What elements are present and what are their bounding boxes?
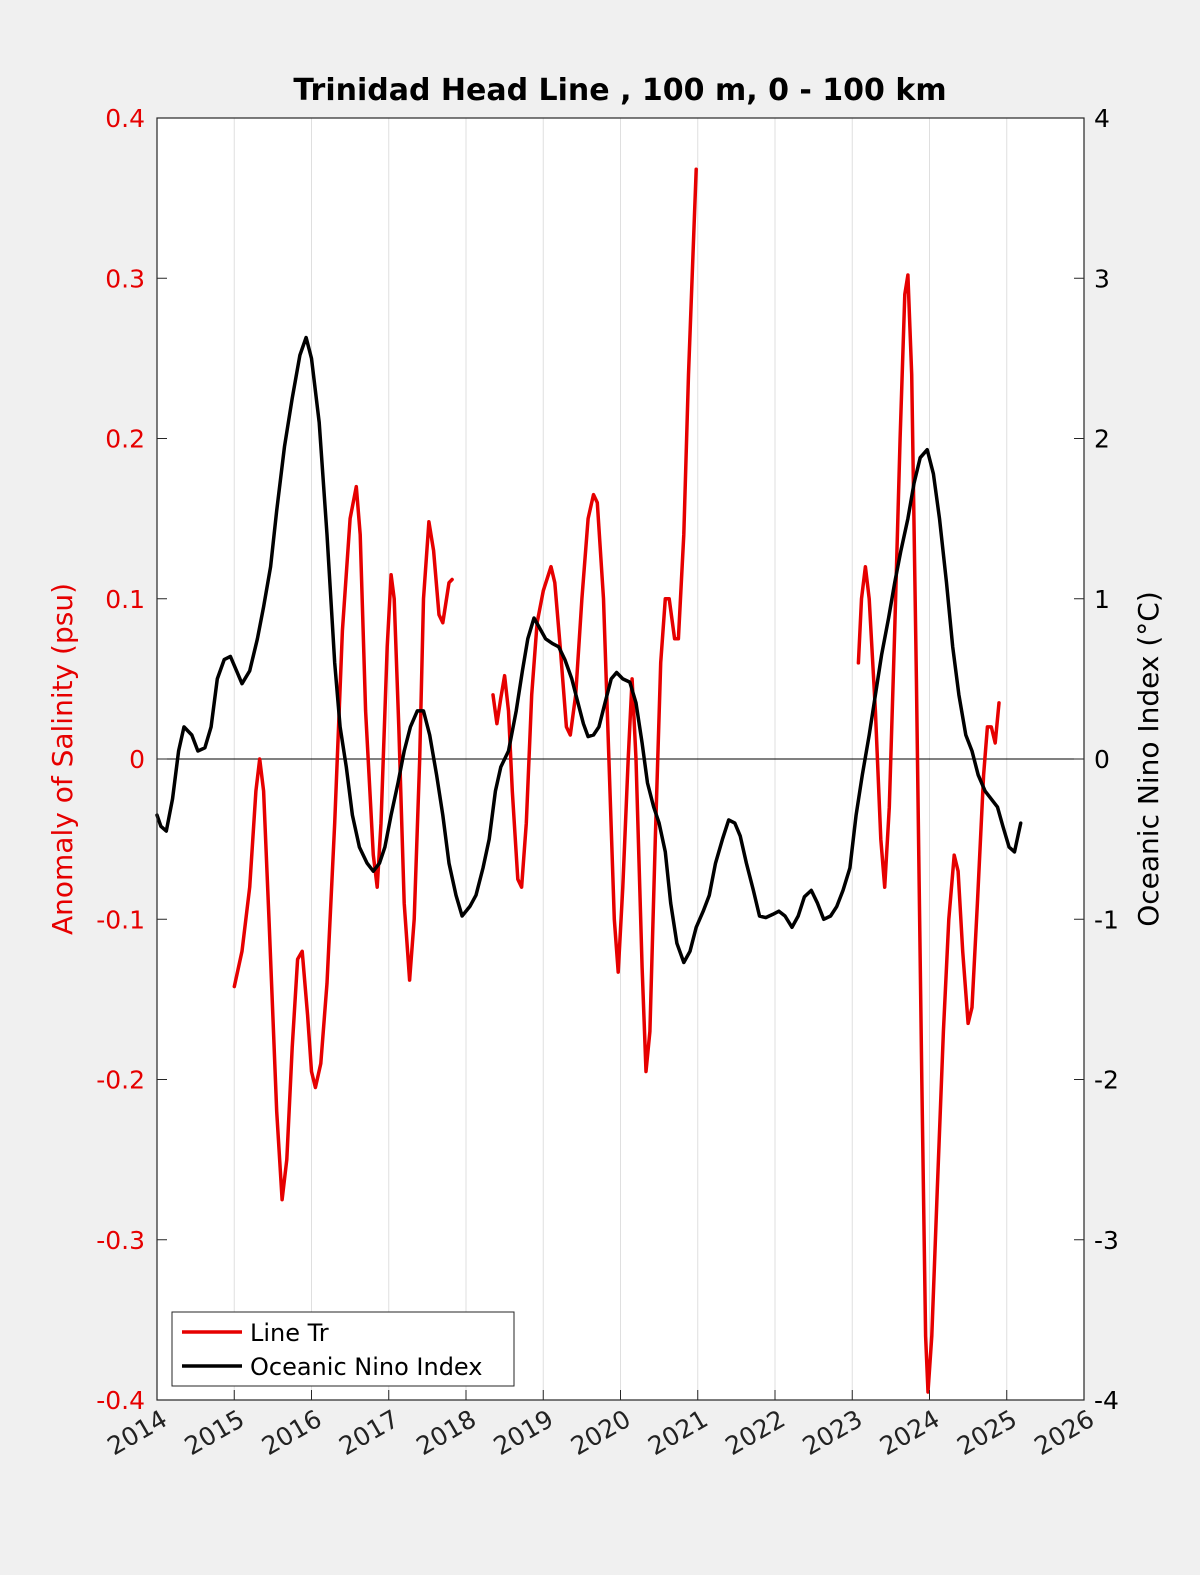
- y-left-tick-label: 0.4: [105, 104, 145, 133]
- y-left-tick-label: 0.3: [105, 264, 145, 293]
- chart-title: Trinidad Head Line , 100 m, 0 - 100 km: [293, 73, 946, 108]
- y-right-tick-label: -1: [1094, 905, 1119, 934]
- y-left-tick-label: 0: [129, 745, 145, 774]
- y-left-tick-label: -0.1: [96, 905, 145, 934]
- legend-label-salinity: Line Tr: [250, 1319, 329, 1347]
- y-right-tick-label: -2: [1094, 1066, 1119, 1095]
- salinity-line-segment: [491, 167, 698, 1074]
- x-tick-label: 2025: [952, 1404, 1022, 1461]
- x-tick-label: 2017: [334, 1404, 404, 1461]
- legend: Line Tr Oceanic Nino Index: [171, 1311, 515, 1387]
- x-tick-label: 2016: [257, 1404, 327, 1461]
- y-right-tick-label: 2: [1094, 425, 1110, 454]
- legend-label-oni: Oceanic Nino Index: [250, 1353, 482, 1381]
- y-left-tick-label: 0.2: [105, 425, 145, 454]
- x-tick-label: 2019: [489, 1404, 559, 1461]
- y-right-tick-label: 1: [1094, 585, 1110, 614]
- y-right-tick-label: 4: [1094, 104, 1110, 133]
- x-tick-label: 2020: [566, 1404, 636, 1461]
- salinity-line-segment: [232, 484, 454, 1202]
- x-tick-label: 2023: [798, 1404, 868, 1461]
- x-tick-label: 2026: [1029, 1404, 1099, 1461]
- x-tick-label: 2022: [720, 1404, 790, 1461]
- x-tick-label: 2015: [180, 1404, 250, 1461]
- series-layer: [155, 167, 1023, 1394]
- x-tick-label: 2021: [643, 1404, 713, 1461]
- salinity-line-segment: [856, 273, 1001, 1394]
- y-left-tick-label: -0.3: [96, 1226, 145, 1255]
- y-left-tick-label: -0.4: [96, 1386, 145, 1415]
- legend-box: [171, 1311, 515, 1387]
- y-right-tick-label: 0: [1094, 745, 1110, 774]
- y-right-tick-label: -4: [1094, 1386, 1119, 1415]
- y-right-tick-label: -3: [1094, 1226, 1119, 1255]
- y-right-tick-label: 3: [1094, 264, 1110, 293]
- y-left-tick-label: -0.2: [96, 1066, 145, 1095]
- y-left-tick-label: 0.1: [105, 585, 145, 614]
- x-tick-label: 2018: [411, 1404, 481, 1461]
- x-tick-label: 2024: [875, 1404, 945, 1461]
- y-axis-left-label: Anomaly of Salinity (psu): [46, 583, 79, 935]
- y-axis-right-label: Oceanic Nino Index (°C): [1132, 591, 1165, 927]
- oni-line-segment: [155, 335, 1023, 965]
